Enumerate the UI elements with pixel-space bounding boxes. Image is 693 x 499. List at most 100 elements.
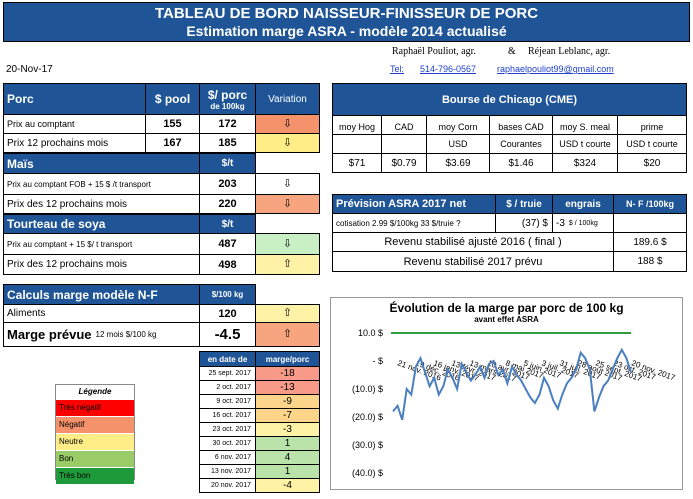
porc-value-text: 185	[218, 137, 237, 149]
soya-row-label: Prix des 12 prochains mois	[7, 259, 128, 270]
soya-unit: $/t	[221, 218, 234, 230]
porc-value-text: 172	[218, 118, 237, 130]
arrow-down-icon: ⇩	[255, 233, 320, 255]
mais-title: Maïs	[7, 156, 34, 171]
report-date: 20-Nov-17	[6, 64, 53, 75]
arrow-down-icon: ⇩	[255, 133, 320, 153]
soya-row-12mois: Prix des 12 prochains mois	[3, 254, 200, 275]
perporc-sublabel: de 100kg	[210, 101, 245, 111]
porc-perporc-header: $/ porc de 100kg	[199, 83, 256, 115]
cme-col-name: moy Corn	[426, 115, 490, 135]
soya-row-comptant: Prix au comptant + 15 $/ t transport	[3, 233, 200, 255]
cme-col-unit	[332, 134, 382, 154]
y-tick-label: - $	[372, 356, 383, 366]
history-date-label: en date de	[207, 354, 248, 364]
mais-row-comptant: Prix au comptant FOB + 15 $ /t transport	[3, 173, 200, 195]
marge-value-text: -4.5	[214, 326, 241, 343]
history-marge-value: -18	[255, 366, 320, 381]
cotisation-row: cotisation 2.99 $/100kg 33 $/truie ?	[332, 213, 496, 233]
history-date: 30 oct. 2017	[199, 436, 256, 451]
porc-value: 185	[199, 133, 256, 153]
arrow-up-icon: ⇧	[255, 322, 320, 347]
cotisation-engrais: -3 $ / 100kg	[552, 213, 614, 233]
soya-value: 487	[199, 233, 256, 255]
marge-label: Marge prévue	[7, 327, 92, 342]
arrow-glyph: ⇧	[282, 258, 293, 270]
prevision-truie-header: $ / truie	[495, 194, 553, 214]
calculs-unit-header: $/100 kg	[199, 284, 256, 305]
arrow-down-icon: ⇩	[255, 114, 320, 134]
marge-sublabel: 12 mois $/100 kg	[95, 330, 157, 339]
aliments-value: 120	[199, 304, 256, 323]
cotisation-engrais-value: -3	[556, 217, 565, 229]
arrow-glyph: ⇩	[282, 177, 293, 190]
revenu-2017-row: Revenu stabilisé 2017 prévu	[332, 251, 614, 272]
aliments-row: Aliments	[3, 304, 200, 323]
arrow-glyph: ⇩	[282, 237, 293, 250]
calculs-title: Calculs marge modèle N-F	[7, 287, 158, 302]
variation-label: Variation	[268, 93, 307, 105]
history-date: 2 oct. 2017	[199, 380, 256, 395]
calculs-unit: $/100 kg	[211, 290, 244, 299]
soya-value-text: 487	[218, 238, 237, 250]
history-marge-value: 1	[255, 436, 320, 451]
chart-subtitle: avant effet ASRA	[474, 315, 539, 324]
history-date: 16 oct. 2017	[199, 408, 256, 423]
legend-item: Neutre	[56, 433, 134, 450]
porc-variation-header: Variation	[255, 83, 320, 115]
history-marge-label: marge/porc	[265, 354, 310, 364]
prevision-nf-header: N- F /100kg	[613, 194, 687, 214]
title-line1: TABLEAU DE BORD NAISSEUR-FINISSEUR DE PO…	[154, 5, 539, 22]
y-tick-label: (30.0) $	[352, 440, 383, 450]
chart-frame: Évolution de la marge par porc de 100 kg…	[330, 297, 683, 490]
porc-value: 172	[199, 114, 256, 134]
history-marge-value: 4	[255, 450, 320, 465]
mais-value: 203	[199, 173, 256, 195]
prevision-engrais-header: engrais	[552, 194, 614, 214]
soya-title: Tourteau de soya	[7, 217, 106, 231]
history-date-header: en date de	[199, 351, 256, 367]
arrow-up-icon: ⇧	[255, 254, 320, 275]
cme-col-value: $20	[617, 153, 687, 173]
calculs-header: Calculs marge modèle N-F	[3, 284, 200, 305]
mais-value: 220	[199, 194, 256, 214]
arrow-down-icon: ⇩	[255, 173, 320, 195]
porc-row-label: Prix au comptant	[7, 119, 75, 129]
email-link[interactable]: raphaelpouliot99@gmail.com	[497, 64, 614, 74]
cme-col-name: moy S. meal	[552, 115, 618, 135]
cotisation-nf	[613, 213, 687, 233]
porc-row-12mois: Prix 12 prochains mois	[3, 133, 146, 153]
mais-value-text: 203	[218, 178, 237, 190]
legend-items: Très négatif Négatif Neutre Bon Très bon	[56, 399, 134, 484]
mais-unit: $/t	[221, 158, 234, 169]
porc-row-label: Prix 12 prochains mois	[7, 137, 109, 149]
tel-link[interactable]: 514-796-0567	[420, 64, 477, 74]
y-tick-label: (10.0) $	[352, 384, 383, 394]
cme-col-name: moy Hog	[332, 115, 382, 135]
history-marge-header: marge/porc	[255, 351, 320, 367]
pool-value: 167	[163, 137, 182, 149]
revenu-2016-row: Revenu stabilisé ajusté 2016 ( final )	[332, 232, 614, 252]
cme-col-name: bases CAD	[489, 115, 553, 135]
history-marge-value: -13	[255, 380, 320, 395]
title-banner: TABLEAU DE BORD NAISSEUR-FINISSEUR DE PO…	[3, 2, 690, 42]
legend-item: Négatif	[56, 416, 134, 433]
revenu-2017-value: 188 $	[613, 251, 687, 272]
cotisation-truie: (37) $	[495, 213, 553, 233]
arrow-up-icon: ⇧	[255, 304, 320, 323]
soya-unit-header: $/t	[199, 214, 256, 234]
history-marge-value: -9	[255, 394, 320, 409]
arrow-glyph: ⇩	[282, 197, 293, 210]
soya-header: Tourteau de soya	[3, 214, 200, 234]
history-marge-value: -4	[255, 478, 320, 493]
revenu-2016-value-text: 189.6 $	[633, 236, 667, 248]
history-date: 25 sept. 2017	[199, 366, 256, 381]
cme-col-value: $0.79	[381, 153, 427, 173]
mais-unit-header: $/t	[199, 153, 256, 174]
cotisation-engrais-unit: $ / 100kg	[568, 219, 598, 227]
author-amp: &	[508, 46, 516, 57]
cme-col-unit: USD t courte	[552, 134, 618, 154]
cme-col-value: $71	[332, 153, 382, 173]
history-date: 23 oct. 2017	[199, 422, 256, 437]
history-date: 6 nov. 2017	[199, 450, 256, 465]
